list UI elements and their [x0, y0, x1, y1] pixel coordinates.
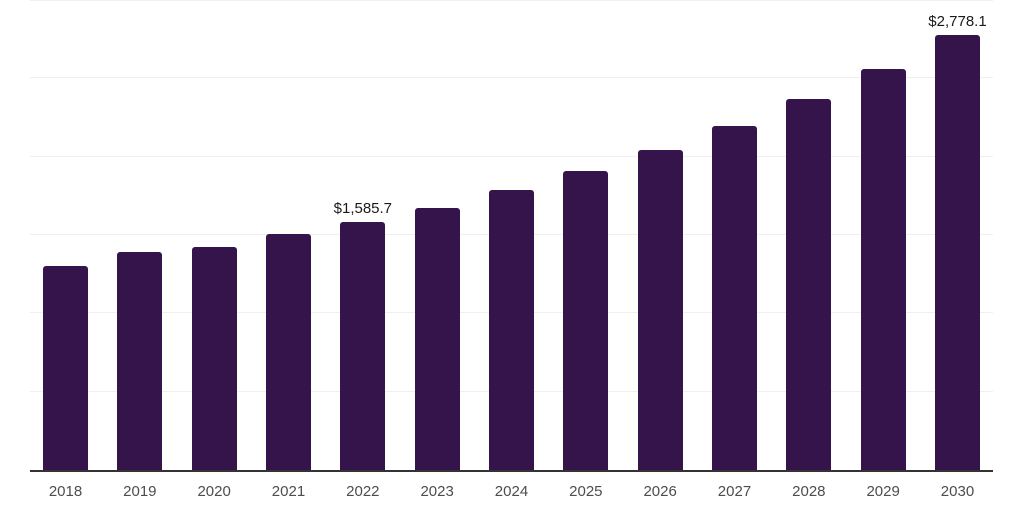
- bar-2018: [43, 266, 88, 470]
- bar-2027: [711, 126, 757, 470]
- bar-2021: [265, 234, 311, 470]
- bar-2028: [786, 98, 832, 470]
- x-tick-label: 2029: [866, 483, 900, 500]
- x-tick-label: 2021: [271, 483, 306, 500]
- plot-area: $1,585.7 $2,778.1: [30, 0, 993, 472]
- x-tick-label: 2025: [569, 483, 603, 500]
- gridline: [30, 0, 993, 1]
- bar-value-label: $1,585.7: [333, 199, 393, 217]
- bar-value-label: $2,778.1: [928, 12, 987, 30]
- gridline: [30, 77, 993, 79]
- x-tick-label: 2023: [420, 483, 454, 500]
- bar-2025: [563, 170, 609, 470]
- bar-2030: [934, 34, 980, 470]
- bar-2029: [860, 68, 906, 470]
- bar-2024: [488, 189, 534, 470]
- gridline: [30, 155, 993, 157]
- x-tick-label: 2028: [792, 483, 826, 500]
- bar-2019: [117, 252, 163, 470]
- x-axis: 2018 2019 2020 2021 2022 2023 2024 2025 2026 2027…: [30, 482, 993, 506]
- x-tick-label: 2020: [197, 483, 231, 500]
- bar-2020: [191, 246, 237, 470]
- x-tick-label: 2026: [643, 483, 677, 500]
- x-tick-label: 2030: [940, 483, 975, 500]
- bar-2022: [340, 221, 386, 470]
- x-tick-label: 2027: [717, 483, 752, 500]
- bar-2026: [637, 149, 683, 470]
- x-tick-label: 2024: [494, 483, 529, 500]
- bar-2023: [414, 207, 460, 470]
- x-tick-label: 2018: [48, 483, 83, 500]
- x-tick-label: 2019: [123, 483, 157, 500]
- x-tick-label: 2022: [346, 483, 380, 500]
